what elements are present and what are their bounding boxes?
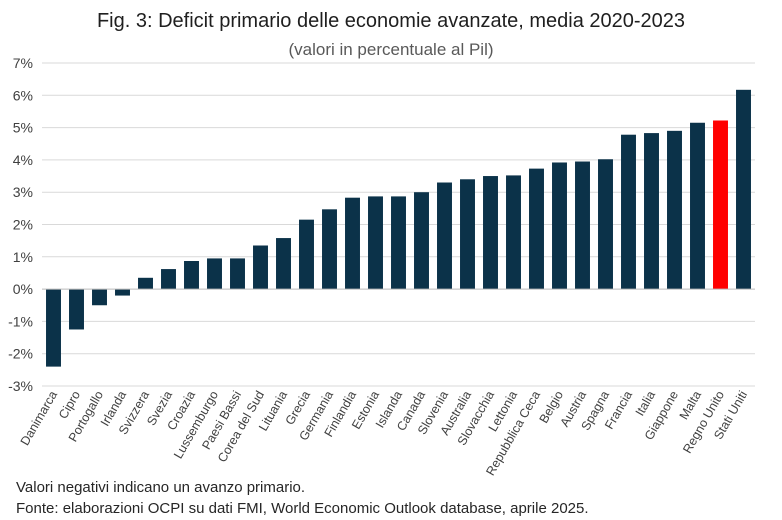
chart-subtitle: (valori in percentuale al Pil) <box>288 40 494 59</box>
bar-stati-uniti <box>736 89 751 290</box>
bar-canada <box>414 192 429 290</box>
bar-regno-unito <box>713 120 728 290</box>
bar-croazia <box>184 260 199 290</box>
bar-italia <box>644 133 659 290</box>
bar-corea-del-sud <box>253 245 268 290</box>
grid-lines <box>42 62 755 387</box>
bar-belgio <box>552 162 567 290</box>
bars <box>46 89 751 367</box>
bar-estonia <box>368 196 383 290</box>
source-note: Fonte: elaborazioni OCPI su dati FMI, Wo… <box>16 500 589 517</box>
bar-repubblica-ceca <box>529 168 544 290</box>
bar-finlandia <box>345 197 360 290</box>
bar-australia <box>460 179 475 290</box>
y-axis-ticks: -3% -2% -1% 0% 1% 2% 3% 4% 5% 6% 7% <box>8 55 33 394</box>
y-tick-label: 0% <box>13 281 33 297</box>
y-tick-label: 4% <box>13 152 33 168</box>
bar-malta <box>690 122 705 290</box>
bar-danimarca <box>46 289 61 367</box>
y-tick-label: 7% <box>13 55 33 71</box>
y-tick-label: 5% <box>13 120 33 136</box>
bar-giappone <box>667 130 682 290</box>
y-tick-label: -1% <box>8 313 33 329</box>
bar-svizzera <box>138 277 153 290</box>
x-axis-labels: DanimarcaCiproPortogalloIrlandaSvizzeraS… <box>18 388 750 477</box>
bar-lettonia <box>506 175 521 290</box>
bar-germania <box>322 209 337 290</box>
x-tick-label: Danimarca <box>18 388 60 447</box>
y-tick-label: -2% <box>8 346 33 362</box>
bar-francia <box>621 134 636 290</box>
bar-lussemburgo <box>207 258 222 290</box>
bar-lituania <box>276 238 291 290</box>
bar-svezia <box>161 269 176 290</box>
bar-grecia <box>299 219 314 290</box>
bar-islanda <box>391 196 406 290</box>
y-tick-label: -3% <box>8 378 33 394</box>
bar-irlanda <box>115 289 130 296</box>
bar-paesi-bassi <box>230 258 245 290</box>
bar-slovenia <box>437 182 452 290</box>
chart-title: Fig. 3: Deficit primario delle economie … <box>96 10 686 32</box>
y-tick-label: 6% <box>13 87 33 103</box>
y-tick-label: 3% <box>13 184 33 200</box>
bar-slovacchia <box>483 176 498 290</box>
bar-spagna <box>598 159 613 290</box>
bar-portogallo <box>92 289 107 306</box>
bar-cipro <box>69 289 84 330</box>
y-tick-label: 1% <box>13 249 33 265</box>
footnote: Valori negativi indicano un avanzo prima… <box>16 479 306 496</box>
y-tick-label: 2% <box>13 217 33 233</box>
bar-chart: -3% -2% -1% 0% 1% 2% 3% 4% 5% 6% 7% DanimarcaCipro… <box>8 55 755 478</box>
bar-austria <box>575 161 590 290</box>
